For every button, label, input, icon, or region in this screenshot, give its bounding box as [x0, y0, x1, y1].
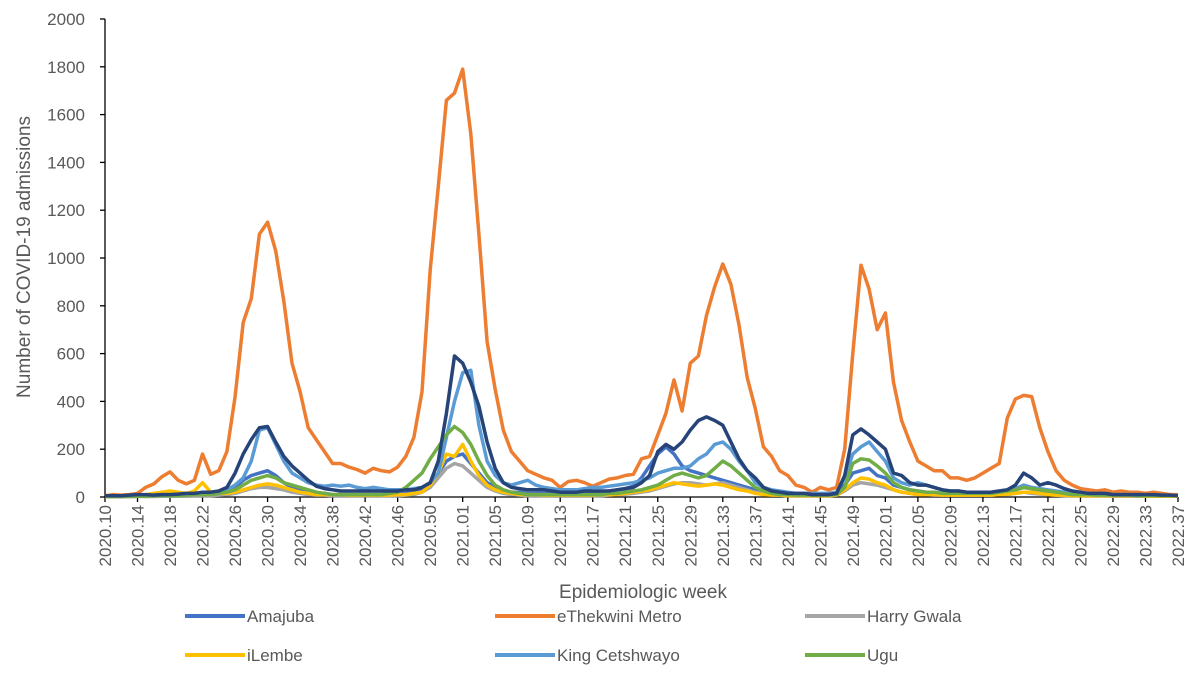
x-tick-label: 2021.21: [616, 505, 635, 566]
x-tick-label: 2021.33: [714, 505, 733, 566]
x-tick-label: 2022.13: [974, 505, 993, 566]
x-tick-label: 2020.14: [129, 505, 148, 566]
y-tick-label: 600: [57, 345, 85, 364]
x-tick-label: 2020.10: [96, 505, 115, 566]
y-tick-label: 1200: [47, 201, 85, 220]
x-tick-label: 2021.09: [519, 505, 538, 566]
x-tick-label: 2022.33: [1136, 505, 1155, 566]
y-tick-label: 2000: [47, 10, 85, 29]
legend-label: eThekwini Metro: [557, 607, 682, 626]
y-tick-label: 400: [57, 392, 85, 411]
x-tick-label: 2020.34: [291, 505, 310, 566]
x-tick-label: 2021.37: [746, 505, 765, 566]
x-tick-label: 2022.09: [941, 505, 960, 566]
legend-label: Amajuba: [247, 607, 315, 626]
x-tick-label: 2022.29: [1104, 505, 1123, 566]
x-tick-label: 2020.50: [421, 505, 440, 566]
x-tick-label: 2021.05: [486, 505, 505, 566]
series-line: [104, 67, 1178, 498]
x-tick-label: 2022.37: [1169, 505, 1188, 566]
x-tick-label: 2022.01: [876, 505, 895, 566]
y-tick-label: 1000: [47, 249, 85, 268]
x-tick-label: 2020.46: [389, 505, 408, 566]
x-tick-label: 2020.22: [194, 505, 213, 566]
y-tick-label: 800: [57, 297, 85, 316]
y-tick-label: 1800: [47, 58, 85, 77]
x-tick-label: 2020.26: [226, 505, 245, 566]
x-tick-label: 2021.25: [649, 505, 668, 566]
series-line: [105, 354, 1179, 498]
y-tick-label: 200: [57, 440, 85, 459]
x-tick-label: 2021.13: [551, 505, 570, 566]
x-tick-label: 2021.41: [779, 505, 798, 566]
legend-label: King Cetshwayo: [557, 646, 680, 665]
x-tick-label: 2020.42: [356, 505, 375, 566]
x-tick-label: 2022.05: [909, 505, 928, 566]
y-tick-label: 0: [76, 488, 85, 507]
x-tick-label: 2021.45: [811, 505, 830, 566]
x-tick-label: 2021.01: [454, 505, 473, 566]
x-tick-label: 2021.29: [681, 505, 700, 566]
x-tick-label: 2022.17: [1006, 505, 1025, 566]
y-axis-title: Number of COVID-19 admissions: [14, 116, 35, 398]
x-tick-label: 2020.30: [259, 505, 278, 566]
y-tick-label: 1400: [47, 153, 85, 172]
x-tick-label: 2021.49: [844, 505, 863, 566]
y-tick-label: 1600: [47, 106, 85, 125]
x-tick-label: 2022.25: [1071, 505, 1090, 566]
x-tick-label: 2020.18: [161, 505, 180, 566]
legend-label: Harry Gwala: [867, 607, 962, 626]
legend-label: iLembe: [247, 646, 303, 665]
x-axis-title: Epidemiologic week: [559, 582, 727, 603]
x-tick-label: 2021.17: [584, 505, 603, 566]
x-tick-label: 2022.21: [1039, 505, 1058, 566]
legend-label: Ugu: [867, 646, 898, 665]
x-tick-label: 2020.38: [324, 505, 343, 566]
